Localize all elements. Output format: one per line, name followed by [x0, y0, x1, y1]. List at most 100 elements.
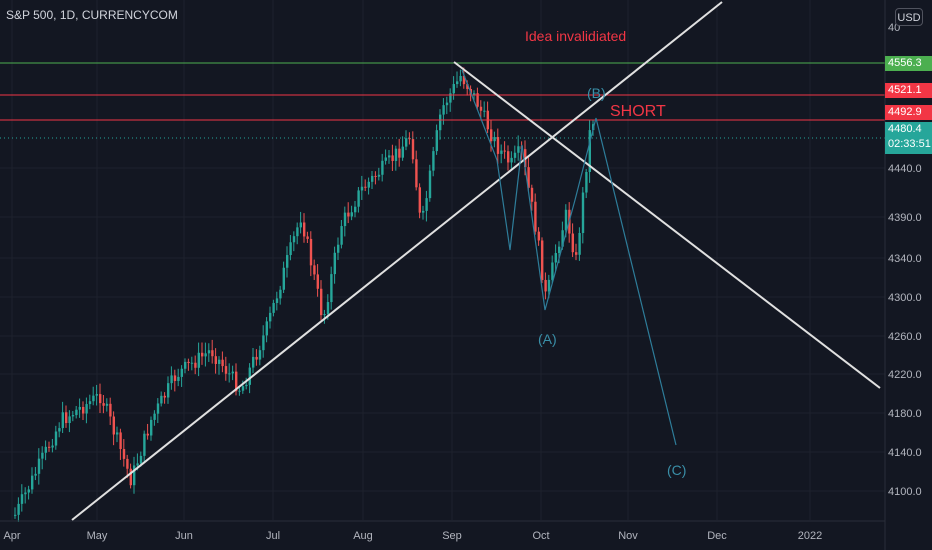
candle-body — [354, 206, 357, 213]
candle-body — [112, 416, 115, 435]
candle-body — [401, 146, 404, 158]
candle-body — [143, 433, 146, 456]
candle-body — [44, 446, 47, 453]
candle-body — [235, 371, 238, 392]
candle-body — [578, 233, 581, 255]
candle-body — [177, 376, 180, 381]
candle-body — [418, 187, 421, 213]
candle-body — [391, 155, 394, 161]
candle-body — [452, 84, 455, 94]
candle-body — [99, 394, 102, 404]
candle-body — [476, 93, 479, 107]
candle-body — [483, 110, 486, 112]
candle-body — [381, 160, 384, 175]
candle-body — [422, 210, 425, 213]
level-tag-red-top: 4521.1 — [885, 83, 932, 98]
candle-body — [269, 312, 272, 322]
candle-body — [201, 352, 204, 357]
x-tick-label: Oct — [532, 530, 549, 542]
chart-grid — [0, 0, 885, 520]
candle-body — [316, 274, 319, 289]
candle-body — [313, 265, 316, 275]
candle-body — [303, 222, 306, 237]
wave-label-a: (A) — [538, 331, 557, 347]
candle-body — [384, 157, 387, 161]
candle-body — [75, 409, 78, 416]
candle-body — [473, 93, 476, 96]
candle-body — [88, 401, 92, 405]
candle-body — [289, 242, 292, 256]
candle-body — [503, 150, 506, 152]
candle-body — [180, 368, 183, 377]
candle-body — [153, 413, 156, 420]
candle-body — [357, 190, 360, 207]
trend-lines — [71, 1, 881, 521]
y-tick-label: 4340.0 — [888, 253, 922, 265]
candle-body — [133, 465, 136, 486]
candle-body — [136, 463, 139, 466]
candle-body — [411, 139, 415, 160]
candle-body — [228, 373, 231, 375]
candle-body — [51, 445, 54, 448]
candle-body — [445, 102, 449, 106]
descending-trendline — [453, 61, 881, 389]
currency-button[interactable]: USD — [895, 8, 923, 26]
candle-body — [187, 361, 190, 364]
candle-body — [116, 432, 119, 435]
ascending-trendline — [71, 1, 723, 521]
wave-path — [461, 69, 677, 446]
candle-body — [367, 181, 370, 188]
candle-body — [139, 455, 143, 464]
annotation-short: SHORT — [610, 103, 666, 120]
candle-body — [34, 473, 37, 476]
x-tick-label: May — [87, 530, 108, 542]
candle-body — [581, 192, 585, 234]
countdown-timer: 02:33:51 — [888, 138, 931, 150]
candle-body — [48, 446, 51, 448]
wave-label-b: (B) — [587, 85, 606, 101]
candle-body — [255, 356, 258, 360]
last-price-value: 4480.4 — [888, 123, 922, 135]
chart-annotations: Idea invalidiated SHORT(B) (A) (C) — [525, 28, 686, 478]
candle-body — [507, 151, 510, 163]
candle-body — [320, 288, 323, 316]
candle-body — [343, 212, 347, 227]
annotation-invalidated: Idea invalidiated — [525, 28, 626, 44]
candle-body — [296, 227, 299, 237]
candle-body — [564, 209, 568, 231]
candle-body — [184, 361, 187, 369]
candle-body — [68, 416, 71, 424]
candle-body — [109, 403, 112, 417]
candle-body — [275, 298, 279, 303]
candle-body — [350, 212, 353, 217]
y-tick-label: 4260.0 — [888, 331, 922, 343]
y-tick-label: 4140.0 — [888, 447, 922, 459]
candle-body — [78, 406, 81, 410]
candle-body — [551, 262, 554, 280]
candle-body — [129, 468, 132, 486]
y-tick-label: 4180.0 — [888, 408, 922, 420]
candle-body — [54, 431, 58, 446]
candlestick-series — [14, 67, 595, 522]
candle-body — [377, 174, 381, 177]
candle-body — [126, 458, 129, 469]
candle-body — [71, 415, 75, 417]
candle-body — [510, 157, 513, 163]
candle-body — [388, 155, 391, 158]
candle-body — [279, 289, 282, 299]
candle-body — [588, 130, 591, 172]
candle-body — [554, 253, 557, 263]
candle-body — [190, 362, 194, 364]
candle-body — [558, 246, 561, 254]
x-tick-label: Sep — [442, 530, 462, 542]
candle-body — [371, 175, 374, 182]
x-tick-label: Jun — [175, 530, 193, 542]
candle-body — [530, 187, 534, 202]
candle-body — [17, 503, 20, 515]
candle-body — [496, 137, 500, 154]
y-tick-label: 4100.0 — [888, 486, 922, 498]
y-tick-label: 4440.0 — [888, 163, 922, 175]
candle-body — [95, 394, 98, 396]
candle-body — [218, 359, 221, 364]
